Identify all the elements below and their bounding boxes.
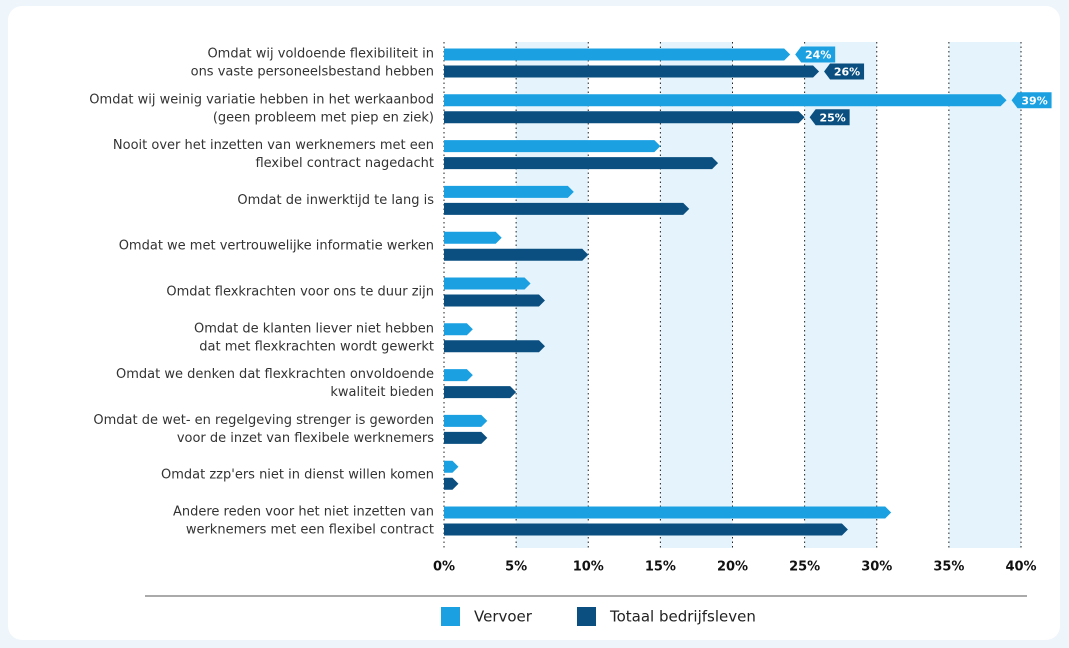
bar bbox=[444, 111, 805, 124]
x-tick-label: 30% bbox=[861, 560, 892, 575]
bar bbox=[444, 323, 473, 336]
category-label: voor de inzet van flexibele werknemers bbox=[177, 431, 434, 446]
bar bbox=[444, 386, 517, 399]
category-label: dat met flexkrachten wordt gewerkt bbox=[199, 339, 434, 354]
bar bbox=[444, 294, 545, 307]
bar bbox=[444, 231, 502, 244]
value-label: 25% bbox=[819, 111, 845, 124]
x-tick-label: 35% bbox=[933, 560, 964, 575]
value-label: 24% bbox=[805, 49, 831, 62]
category-label: Nooit over het inzetten van werknemers m… bbox=[113, 138, 434, 153]
value-label-bg bbox=[1011, 92, 1052, 109]
x-tick-label: 25% bbox=[789, 560, 820, 575]
category-label: Omdat de klanten liever niet hebben bbox=[194, 321, 434, 336]
category-label: Omdat wij weinig variatie hebben in het … bbox=[89, 92, 434, 107]
category-label: (geen probleem met piep en ziek) bbox=[213, 110, 434, 125]
band bbox=[804, 42, 877, 548]
legend-swatch bbox=[441, 607, 460, 626]
x-tick-label: 20% bbox=[717, 560, 748, 575]
category-label: Omdat de inwerktijd te lang is bbox=[237, 193, 434, 208]
value-label-bg bbox=[824, 63, 865, 80]
bar bbox=[444, 48, 791, 61]
bar bbox=[444, 157, 719, 170]
category-label: Omdat zzp'ers niet in dienst willen kome… bbox=[161, 468, 434, 483]
band bbox=[660, 42, 733, 548]
category-label: kwaliteit bieden bbox=[330, 385, 434, 400]
value-label-bg bbox=[795, 46, 836, 63]
category-label: Omdat de wet- en regelgeving strenger is… bbox=[93, 413, 434, 428]
x-tick-label: 0% bbox=[433, 560, 455, 575]
bar bbox=[444, 369, 473, 382]
bar bbox=[444, 506, 892, 519]
category-label: Omdat we met vertrouwelijke informatie w… bbox=[119, 239, 434, 254]
bar bbox=[444, 414, 488, 427]
value-label-bg bbox=[809, 109, 850, 126]
x-tick-label: 5% bbox=[505, 560, 527, 575]
bar bbox=[444, 431, 488, 444]
legend-label: Vervoer bbox=[474, 608, 533, 626]
value-label: 26% bbox=[834, 66, 860, 79]
bar bbox=[444, 94, 1007, 107]
category-label: Andere reden voor het niet inzetten van bbox=[173, 505, 434, 520]
bar bbox=[444, 248, 589, 261]
x-tick-label: 15% bbox=[645, 560, 676, 575]
bar bbox=[444, 140, 661, 153]
bar bbox=[444, 202, 690, 215]
x-tick-label: 10% bbox=[573, 560, 604, 575]
legend-swatch bbox=[577, 607, 596, 626]
bar bbox=[444, 340, 545, 353]
x-tick-label: 40% bbox=[1005, 560, 1036, 575]
category-label: werknemers met een flexibel contract bbox=[186, 523, 434, 538]
bar bbox=[444, 65, 820, 78]
category-label: Omdat flexkrachten voor ons te duur zijn bbox=[166, 285, 434, 300]
value-label: 39% bbox=[1021, 94, 1047, 107]
category-label: flexibel contract nagedacht bbox=[255, 156, 434, 171]
category-label: ons vaste personeelsbestand hebben bbox=[191, 65, 434, 80]
category-label: Omdat we denken dat flexkrachten onvoldo… bbox=[116, 367, 434, 382]
bar bbox=[444, 277, 531, 290]
bar bbox=[444, 460, 459, 473]
legend-label: Totaal bedrijfsleven bbox=[609, 608, 756, 626]
bar bbox=[444, 523, 848, 536]
bar bbox=[444, 477, 459, 490]
bar bbox=[444, 185, 574, 198]
band bbox=[948, 42, 1021, 548]
category-label: Omdat wij voldoende flexibiliteit in bbox=[207, 47, 434, 62]
